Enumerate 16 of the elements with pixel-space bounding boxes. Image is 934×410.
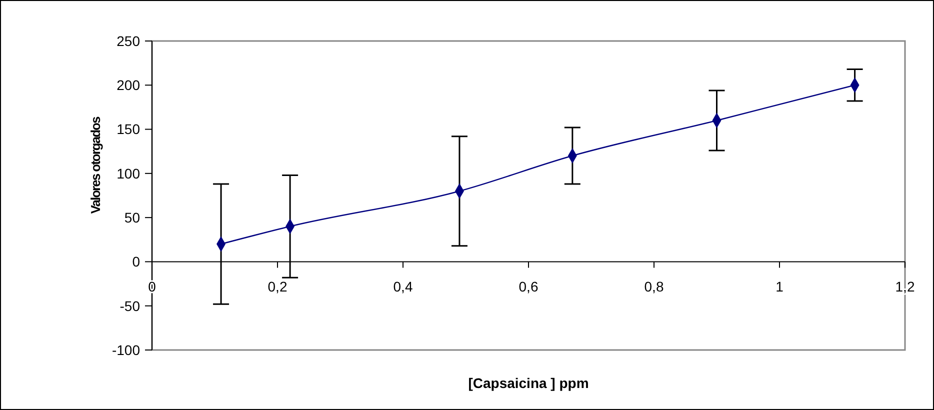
y-tick-label: 150 <box>116 121 140 138</box>
y-tick-label: 200 <box>116 77 140 94</box>
y-tick-label: -100 <box>112 342 140 358</box>
y-tick-label: -50 <box>120 298 140 314</box>
x-tick-label: 1 <box>776 278 784 295</box>
x-axis-title: [Capsaicina ] ppm <box>468 375 589 391</box>
y-tick-label: 100 <box>116 165 140 182</box>
y-tick-label: 250 <box>116 32 140 49</box>
x-tick-label: 0,4 <box>393 278 413 295</box>
y-tick-label: 0 <box>132 254 140 270</box>
y-tick-label: 50 <box>124 209 140 226</box>
x-tick-label: 0,8 <box>644 278 664 295</box>
x-tick-label: 0,6 <box>518 278 538 295</box>
x-tick-label: 1,2 <box>895 278 915 295</box>
y-axis-title: Valores otorgados <box>88 116 103 214</box>
x-tick-label: 0,2 <box>268 278 288 295</box>
